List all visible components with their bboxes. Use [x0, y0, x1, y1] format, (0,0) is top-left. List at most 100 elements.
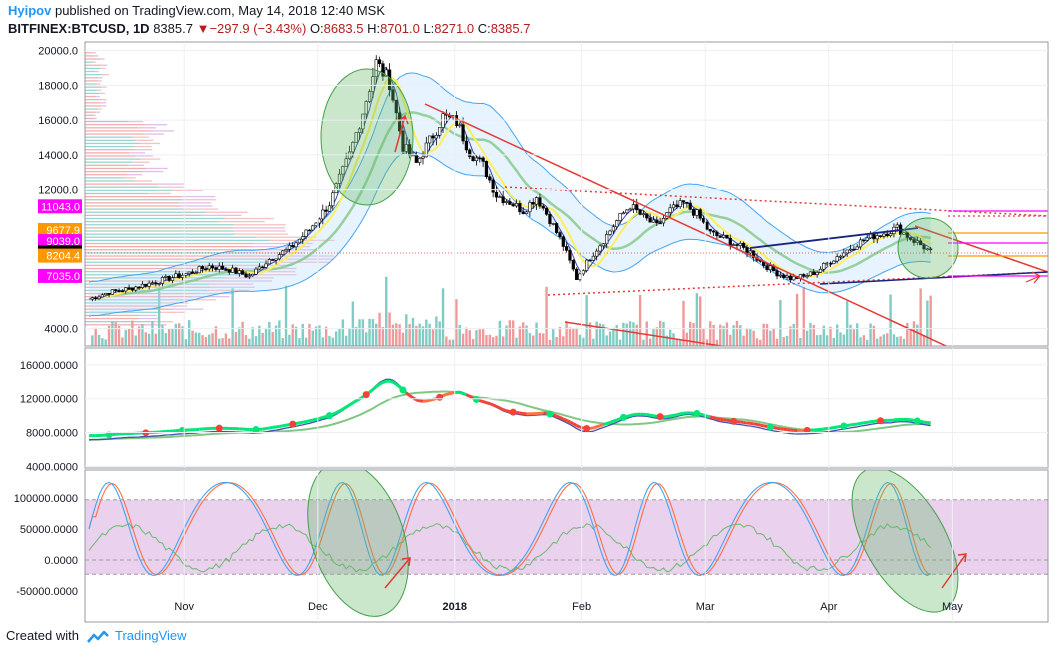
candle-body: [775, 270, 779, 277]
oscillator-segment: [429, 398, 434, 402]
volume-profile-bar: [135, 155, 154, 157]
candle-body: [140, 283, 145, 288]
candle-body: [391, 89, 395, 101]
stochastic-pane[interactable]: [85, 449, 1048, 630]
candle-body: [94, 297, 98, 300]
candle-body: [705, 221, 709, 230]
time-tick-label: Apr: [820, 601, 837, 613]
candle-body: [544, 207, 549, 215]
volume-profile-bar: [85, 83, 97, 85]
candle-body: [307, 229, 312, 232]
oscillator-segment: [368, 388, 374, 394]
oscillator-segment: [442, 392, 447, 397]
volume-profile-bar: [85, 321, 151, 323]
volume-bar: [361, 319, 365, 346]
volume-profile-bar: [85, 267, 242, 270]
volume-bar: [638, 294, 642, 346]
time-tick-label: Dec: [308, 601, 328, 613]
time-axis[interactable]: Nov Dec 2018 Feb Mar Apr May: [174, 601, 963, 613]
volume-bar: [244, 335, 248, 346]
volume-bar: [365, 332, 368, 346]
oscillator-segment: [776, 426, 781, 431]
signal-dot: [840, 422, 848, 430]
volume-bar: [919, 288, 922, 346]
oscillator-segment: [706, 414, 711, 419]
volume-bar: [792, 323, 795, 346]
candle-body: [97, 296, 101, 300]
volume-profile-bar: [85, 202, 179, 204]
volume-bar: [161, 324, 164, 346]
author-name[interactable]: Hyipov: [8, 3, 52, 18]
price-axis[interactable]: 20000.0 18000.0 16000.0 14000.0 12000.0 4000.…: [38, 46, 78, 336]
volume-bar: [201, 335, 204, 346]
volume-profile-bar: [192, 296, 230, 298]
volume-bar: [314, 326, 318, 346]
pane-border: [84, 469, 1049, 623]
volume-bar: [762, 323, 765, 346]
volume-bar: [415, 325, 418, 346]
pane-border: [84, 41, 1049, 347]
candle-body: [514, 203, 519, 207]
volume-bar: [334, 331, 338, 346]
volume-bar: [184, 339, 188, 346]
stochastic-axis[interactable]: 100000.0000 50000.0000 0.0000 -50000.0000: [14, 493, 78, 598]
signal-dot: [583, 424, 591, 432]
volume-bar: [421, 326, 425, 346]
oscillator-segment: [299, 420, 304, 425]
candle-body: [344, 158, 348, 167]
volume-bar: [318, 325, 321, 346]
volume-profile-bar: [85, 77, 99, 79]
volume-bar: [755, 338, 759, 346]
candle-body: [364, 101, 368, 115]
volume-bar: [612, 327, 615, 346]
oscillator-segment: [743, 420, 748, 425]
oscillator-segment: [823, 426, 828, 431]
volume-bar: [732, 325, 735, 346]
candle-body: [818, 268, 823, 273]
chart-canvas[interactable]: Nov Dec 2018 Feb Mar Apr May 20000.0 18000.0 160…: [0, 40, 1053, 652]
candle-body: [742, 242, 746, 248]
volume-profile-bar: [100, 67, 106, 70]
candle-body: [615, 220, 619, 228]
volume-bar: [224, 333, 228, 346]
volume-bar: [739, 325, 742, 346]
volume-bar: [398, 324, 401, 346]
signal-dot: [877, 417, 885, 425]
volume-bar: [248, 338, 251, 346]
oscillator-pane[interactable]: [88, 378, 931, 441]
price-tick-label: 4000.0: [44, 324, 78, 336]
candle-body: [291, 245, 295, 248]
volume-profile-bar: [150, 130, 175, 132]
volume-profile-bar: [85, 108, 98, 110]
oscillator-axis[interactable]: 16000.0000 12000.0000 8000.0000 4000.0000: [20, 360, 78, 473]
trend-line-dotted-upper: [504, 186, 1048, 217]
volume-bar: [882, 334, 886, 346]
candle-body: [90, 297, 94, 300]
candle-body: [271, 259, 275, 261]
oscillator-segment: [506, 409, 511, 414]
volume-bar: [134, 335, 137, 346]
candle-body: [842, 252, 846, 257]
volume-bar: [709, 321, 712, 346]
volume-bar: [625, 323, 628, 346]
pane-frame: [84, 41, 1049, 623]
candle-body: [721, 234, 726, 238]
candle-body: [554, 223, 559, 233]
candle-body: [822, 263, 826, 270]
tradingview-brand-link[interactable]: TradingView: [114, 628, 187, 643]
volume-bar: [94, 327, 97, 346]
volume-bar: [451, 339, 455, 346]
volume-profile-bar: [146, 167, 168, 170]
volume-profile-bar: [183, 208, 219, 210]
price-pane[interactable]: [85, 52, 1048, 385]
candle-body: [581, 270, 585, 275]
volume-profile-bar: [85, 52, 94, 54]
oscillator-segment: [262, 427, 267, 431]
candle-body: [578, 273, 582, 280]
volume-bar: [258, 325, 261, 346]
candle-body: [905, 232, 909, 238]
volume-bar: [926, 300, 929, 346]
candle-body: [117, 290, 121, 292]
volume-profile-bar: [93, 117, 97, 120]
volume-profile-bar: [181, 195, 216, 198]
